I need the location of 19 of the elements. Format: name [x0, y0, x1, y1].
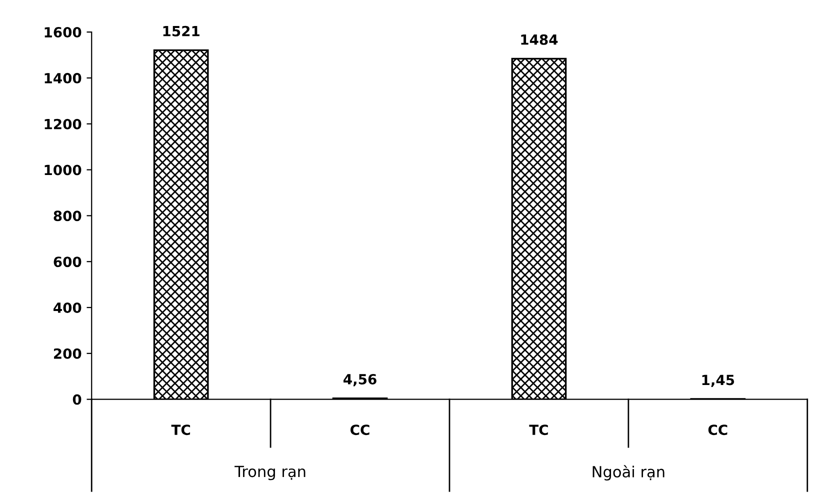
data-label: 4,56: [344, 374, 376, 386]
x-tick-label: TC: [529, 424, 548, 436]
y-tick-label: 200: [54, 348, 82, 359]
y-tick-label: 1400: [44, 72, 82, 84]
text: Ngoài rạn: [592, 465, 664, 480]
y-tick-label: 800: [54, 210, 82, 222]
y-tick-label: 1200: [44, 118, 82, 130]
y-tick-label: 600: [54, 256, 82, 268]
x-tick-label: CC: [708, 424, 728, 436]
x-tick-label: CC: [350, 424, 370, 436]
text: Trong rạn: [234, 466, 306, 480]
data-label: 1521: [163, 26, 200, 36]
y-tick-label: 400: [54, 302, 82, 313]
data-label: 1,45: [702, 374, 734, 387]
x-tick-label: TC: [171, 424, 190, 436]
y-tick-label: 1600: [44, 27, 82, 38]
y-tick-label: 0: [72, 394, 82, 405]
y-tick-label: 1000: [44, 164, 82, 176]
data-label: 1484: [521, 34, 558, 45]
